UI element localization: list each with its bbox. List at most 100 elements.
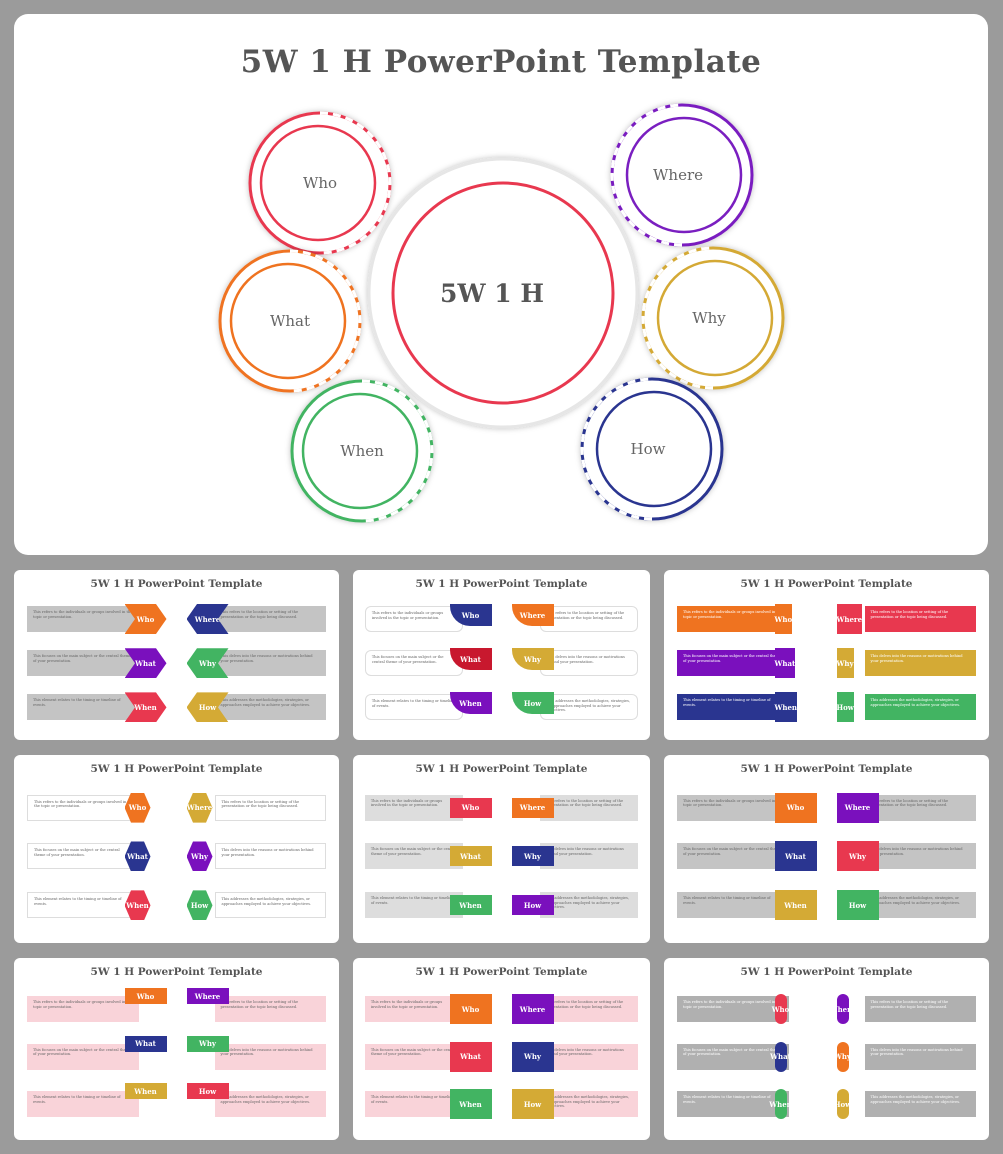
item-description: This refers to the individuals or groups…	[677, 996, 789, 1023]
item-why: This delves into the reasons or motivati…	[664, 841, 989, 872]
item-description: This delves into the reasons or motivati…	[539, 843, 639, 870]
circle-what[interactable]: What	[218, 249, 362, 393]
thumbnail-title: 5W 1 H PowerPoint Template	[415, 966, 588, 978]
thumbnail-title: 5W 1 H PowerPoint Template	[415, 578, 588, 590]
item-why: This delves into the reasons or motivati…	[664, 648, 989, 679]
thumbnail-title: 5W 1 H PowerPoint Template	[90, 966, 263, 978]
item-tag: When	[449, 1089, 492, 1120]
item-tag: Who	[449, 797, 492, 818]
item-where: This refers to the location or setting o…	[14, 792, 339, 823]
item-why: This delves into the reasons or motivati…	[353, 1041, 650, 1072]
circle-when[interactable]: When	[290, 379, 434, 523]
circle-label: Who	[303, 174, 337, 192]
item-description: This refers to the individuals or groups…	[27, 794, 139, 821]
item-description: This refers to the individuals or groups…	[677, 606, 789, 632]
item-tag: Why	[834, 1041, 851, 1072]
item-when: This element relates to the timing or ti…	[14, 1083, 339, 1119]
item-who: This refers to the individuals or groups…	[353, 604, 650, 634]
thumbnail-title: 5W 1 H PowerPoint Template	[90, 578, 263, 590]
slide-thumbnail-2[interactable]: 5W 1 H PowerPoint Template This refers to…	[353, 570, 650, 740]
item-description: This delves into the reasons or motivati…	[214, 650, 326, 677]
item-tag: Where	[186, 792, 213, 823]
slide-thumbnail-7[interactable]: 5W 1 H PowerPoint Template This refers to…	[14, 958, 339, 1140]
item-tag: Where	[186, 988, 229, 1005]
item-description: This focuses on the main subject or the …	[27, 1043, 139, 1070]
item-tag: When	[449, 692, 492, 715]
item-who: This refers to the individuals or groups…	[353, 793, 650, 823]
item-tag: How	[511, 1089, 554, 1120]
item-description: This element relates to the timing or ti…	[27, 1091, 139, 1118]
thumbnail-title: 5W 1 H PowerPoint Template	[740, 763, 913, 775]
item-tag: Why	[186, 1035, 229, 1052]
item-when: This element relates to the timing or ti…	[664, 1089, 989, 1120]
slide-thumbnail-3[interactable]: 5W 1 H PowerPoint Template This refers to…	[664, 570, 989, 740]
item-description: This addresses the methodologies, strate…	[214, 1091, 326, 1118]
item-description: This refers to the location or setting o…	[864, 996, 976, 1023]
item-description: This element relates to the timing or ti…	[27, 694, 139, 721]
item-tag: Who	[124, 988, 167, 1005]
item-tag: How	[511, 692, 554, 715]
item-description: This refers to the individuals or groups…	[677, 794, 789, 821]
item-tag: Why	[836, 841, 879, 872]
slide-thumbnail-9[interactable]: 5W 1 H PowerPoint Template This refers to…	[664, 958, 989, 1140]
item-when: This element relates to the timing or ti…	[664, 890, 989, 921]
item-when: This element relates to the timing or ti…	[14, 890, 339, 921]
item-who: This refers to the individuals or groups…	[664, 994, 989, 1025]
item-when: This element relates to the timing or ti…	[353, 890, 650, 920]
item-tag: Who	[772, 994, 789, 1025]
item-why: This delves into the reasons or motivati…	[14, 648, 339, 679]
item-what: This focuses on the main subject or the …	[353, 841, 650, 871]
circle-how[interactable]: How	[580, 377, 724, 521]
item-description: This focuses on the main subject or the …	[364, 650, 464, 677]
item-tag: How	[836, 692, 854, 723]
item-description: This delves into the reasons or motivati…	[539, 1043, 639, 1070]
item-who: This refers to the individuals or groups…	[14, 604, 339, 634]
item-description: This focuses on the main subject or the …	[677, 1043, 789, 1070]
item-when: This element relates to the timing or ti…	[353, 1089, 650, 1120]
item-why: This delves into the reasons or motivati…	[353, 841, 650, 871]
item-description: This addresses the methodologies, strate…	[864, 1091, 976, 1118]
slide-thumbnail-1[interactable]: 5W 1 H PowerPoint Template This refers to…	[14, 570, 339, 740]
item-description: This element relates to the timing or ti…	[364, 694, 464, 721]
main-slide-preview[interactable]: 5W 1 H PowerPoint Template 5W 1 H Who Wher…	[14, 14, 988, 555]
item-why: This delves into the reasons or motivati…	[14, 841, 339, 872]
item-where: This refers to the location or setting o…	[14, 604, 339, 634]
circle-where[interactable]: Where	[610, 103, 754, 247]
item-tag: Where	[511, 797, 554, 818]
item-description: This delves into the reasons or motivati…	[864, 1043, 976, 1070]
item-where: This refers to the location or setting o…	[353, 793, 650, 823]
item-when: This element relates to the timing or ti…	[353, 692, 650, 722]
center-circle: 5W 1 H	[367, 157, 639, 429]
item-tag: How	[511, 895, 554, 916]
item-tag: How	[836, 890, 879, 921]
circle-label: What	[270, 312, 310, 330]
slide-thumbnail-6[interactable]: 5W 1 H PowerPoint Template This refers to…	[664, 755, 989, 943]
item-description: This refers to the individuals or groups…	[27, 606, 139, 632]
slide-thumbnail-8[interactable]: 5W 1 H PowerPoint Template This refers to…	[353, 958, 650, 1140]
item-tag: What	[449, 846, 492, 867]
circle-who[interactable]: Who	[248, 111, 392, 255]
slide-thumbnail-4[interactable]: 5W 1 H PowerPoint Template This refers to…	[14, 755, 339, 943]
item-why: This delves into the reasons or motivati…	[664, 1041, 989, 1072]
item-description: This refers to the individuals or groups…	[364, 606, 464, 632]
item-where: This refers to the location or setting o…	[664, 604, 989, 634]
slide-thumbnail-5[interactable]: 5W 1 H PowerPoint Template This refers to…	[353, 755, 650, 943]
item-tag: Who	[449, 994, 492, 1025]
item-when: This element relates to the timing or ti…	[14, 692, 339, 723]
item-how: This addresses the methodologies, strate…	[664, 692, 989, 723]
slide-title: 5W 1 H PowerPoint Template	[240, 44, 762, 80]
item-description: This addresses the methodologies, strate…	[539, 694, 639, 721]
item-description: This addresses the methodologies, strate…	[864, 892, 976, 919]
item-description: This delves into the reasons or motivati…	[214, 1043, 326, 1070]
item-description: This refers to the individuals or groups…	[364, 996, 464, 1023]
item-tag: Where	[830, 994, 855, 1025]
item-how: This addresses the methodologies, strate…	[353, 890, 650, 920]
circle-why[interactable]: Why	[641, 246, 785, 390]
item-description: This focuses on the main subject or the …	[364, 843, 464, 870]
item-what: This focuses on the main subject or the …	[664, 841, 989, 872]
item-when: This element relates to the timing or ti…	[664, 692, 989, 723]
item-tag: What	[770, 1041, 791, 1072]
item-how: This addresses the methodologies, strate…	[14, 1083, 339, 1119]
item-what: This focuses on the main subject or the …	[664, 1041, 989, 1072]
item-description: This refers to the location or setting o…	[539, 606, 639, 632]
